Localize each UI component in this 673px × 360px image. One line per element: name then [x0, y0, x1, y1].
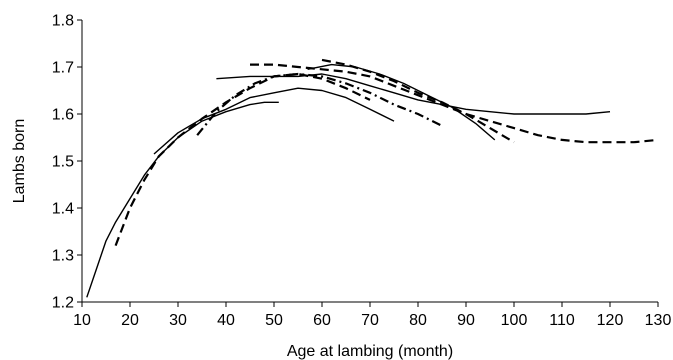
- x-tick-label: 60: [313, 312, 331, 329]
- y-tick-label: 1.7: [52, 60, 74, 77]
- x-tick-label: 30: [169, 312, 187, 329]
- y-axis: 1.2 1.3 1.4 1.5 1.6 1.7 1.8: [52, 13, 83, 312]
- x-axis-title: Age at lambing (month): [287, 343, 453, 360]
- x-tick-label: 90: [457, 312, 475, 329]
- series-line-8: [321, 58, 515, 144]
- series-line-3: [153, 87, 395, 155]
- x-tick-label: 80: [409, 312, 427, 329]
- x-tick-label: 110: [549, 312, 575, 329]
- x-tick-label: 130: [645, 312, 672, 329]
- series-line-4: [196, 72, 443, 136]
- y-tick-label: 1.3: [52, 248, 74, 265]
- y-tick-label: 1.5: [52, 154, 74, 171]
- x-tick-label: 70: [361, 312, 379, 329]
- x-tick-label: 40: [217, 312, 235, 329]
- series-line-2: [114, 72, 371, 246]
- series-line-1: [86, 101, 279, 298]
- series-line-5: [216, 73, 611, 115]
- series-line-7: [307, 63, 496, 141]
- x-tick-label: 100: [501, 312, 528, 329]
- x-tick-label: 20: [121, 312, 139, 329]
- y-axis-title: Lambs born: [11, 119, 28, 204]
- y-tick-label: 1.6: [52, 107, 74, 124]
- y-tick-label: 1.8: [52, 13, 74, 30]
- x-axis: 10 20 30 40 50 60 70 80 90 100 110 120 130: [73, 301, 672, 329]
- x-tick-label: 10: [73, 312, 91, 329]
- series-layer: [86, 58, 659, 298]
- x-tick-label: 50: [265, 312, 283, 329]
- y-tick-label: 1.4: [52, 201, 74, 218]
- y-tick-label: 1.2: [52, 295, 74, 312]
- x-tick-label: 120: [597, 312, 624, 329]
